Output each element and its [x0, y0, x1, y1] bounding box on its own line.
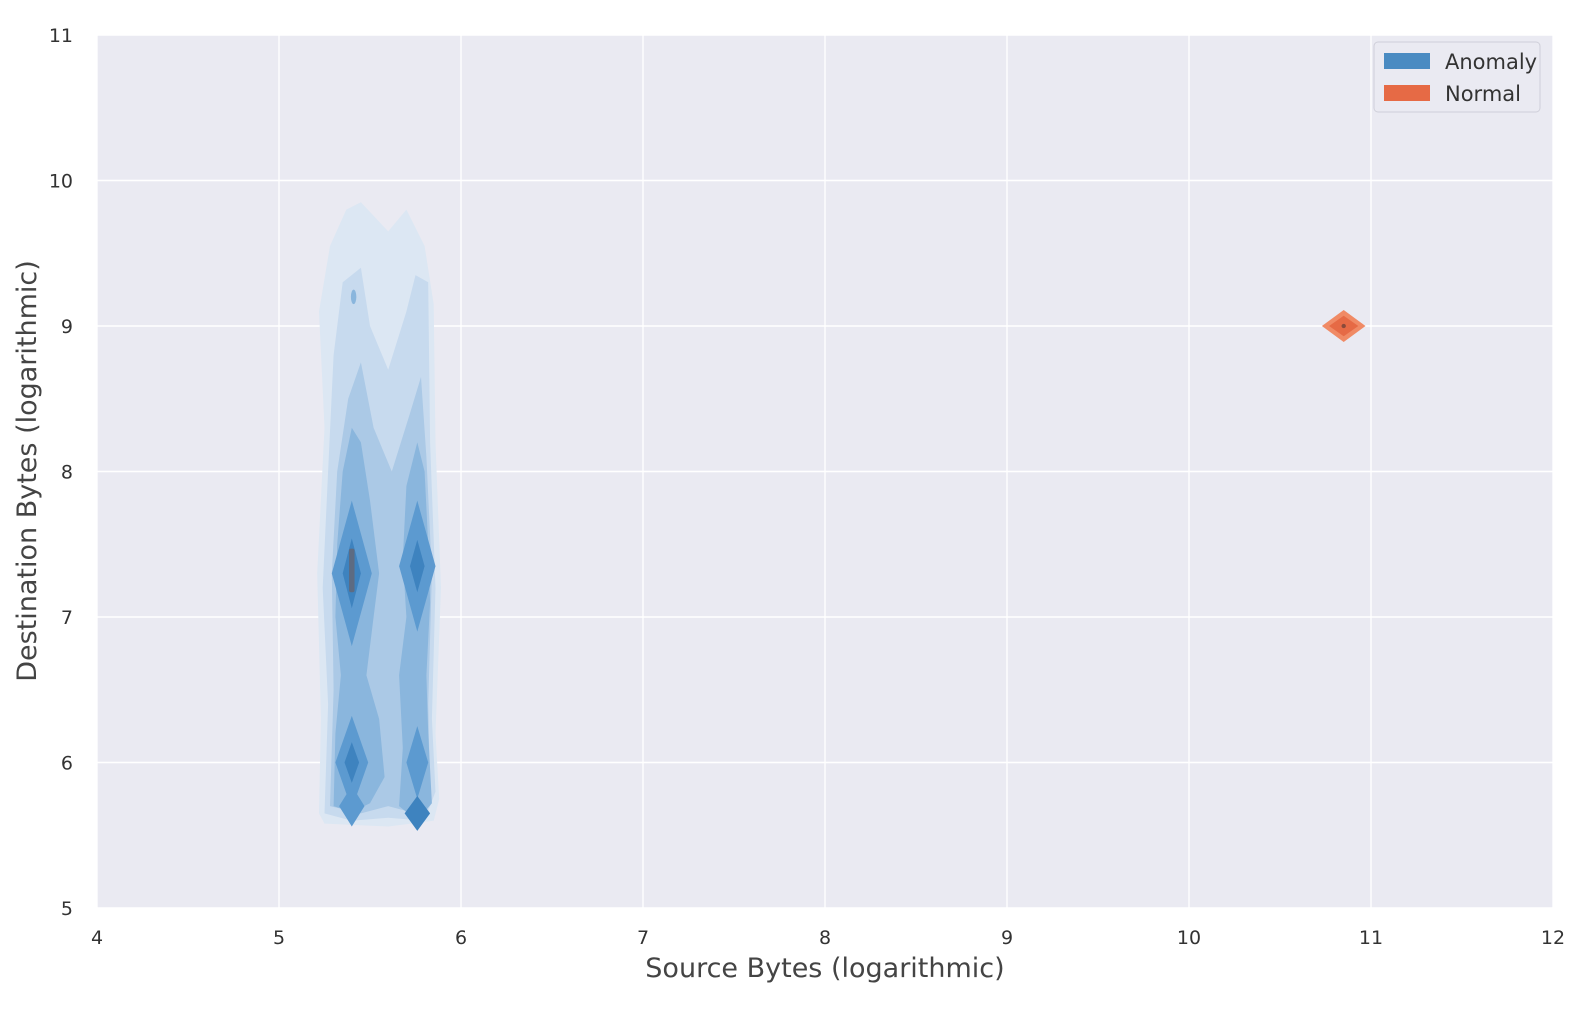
- y-tick-label: 11: [49, 25, 73, 47]
- contour-anomaly-5d: [406, 726, 429, 799]
- density-contours: [317, 202, 1366, 831]
- contour-anomaly-5e: [339, 785, 365, 827]
- y-tick-label: 9: [61, 316, 73, 338]
- x-tick-label: 10: [1177, 927, 1201, 949]
- contour-anomaly-6c: [344, 742, 360, 783]
- y-tick-label: 5: [61, 898, 73, 920]
- x-tick-label: 8: [819, 927, 831, 949]
- y-tick-label: 10: [49, 171, 73, 193]
- x-tick-label: 12: [1541, 927, 1565, 949]
- contour-anomaly-peak: [349, 548, 355, 593]
- legend-swatch-anomaly: [1384, 53, 1430, 69]
- legend-swatch-normal: [1384, 85, 1430, 101]
- x-tick-labels: 4 5 6 7 8 9 10 11 12: [91, 927, 1565, 949]
- contour-anomaly-minor-peak: [350, 289, 357, 305]
- x-tick-label: 4: [91, 927, 103, 949]
- x-tick-label: 6: [455, 927, 467, 949]
- x-tick-label: 9: [1001, 927, 1013, 949]
- x-tick-label: 5: [273, 927, 285, 949]
- y-axis-label: Destination Bytes (logarithmic): [12, 260, 43, 682]
- y-tick-labels: 5 6 7 8 9 10 11: [49, 25, 73, 920]
- y-tick-label: 7: [61, 607, 73, 629]
- legend-label-normal: Normal: [1445, 82, 1521, 106]
- x-axis-label: Source Bytes (logarithmic): [645, 953, 1004, 984]
- y-tick-label: 6: [61, 753, 73, 775]
- legend-label-anomaly: Anomaly: [1445, 50, 1537, 74]
- contour-anomaly-5f: [404, 796, 431, 831]
- x-tick-label: 7: [637, 927, 649, 949]
- x-tick-label: 11: [1359, 927, 1383, 949]
- grid-lines: [96, 34, 1554, 909]
- contour-anomaly-6b: [410, 539, 425, 593]
- y-tick-label: 8: [61, 462, 73, 484]
- contour-normal-peak: [1341, 323, 1346, 329]
- legend: Anomaly Normal: [1373, 41, 1541, 113]
